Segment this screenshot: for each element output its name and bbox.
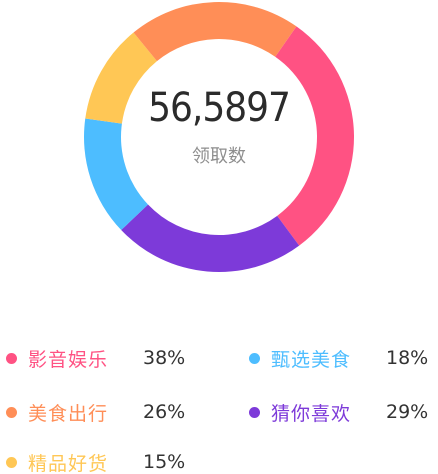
total-label: 领取数 [192,146,246,167]
legend-value-haohuo: 15% [143,451,186,473]
legend-item-yingyin: 影音娱乐 38% [6,343,185,373]
legend-label-yingyin: 影音娱乐 [28,348,109,371]
donut-slice-haohuo [85,32,157,124]
legend-item-zhenxuan: 甄选美食 18% [249,343,428,373]
donut-slice-zhenxuan [84,118,148,231]
total-value: 56,5897 [148,85,291,131]
legend-value-chuxing: 26% [143,401,186,423]
legend-dot-zhenxuan [249,352,260,364]
legend-dot-haohuo [6,456,17,468]
donut-slice-yingyin [275,26,355,246]
legend-dot-yingyin [6,352,17,364]
legend-label-haohuo: 精品好货 [28,452,109,474]
donut-slice-chuxing [133,1,297,62]
donut-slice-xihuan [121,204,300,273]
donut-chart [84,1,355,273]
legend-value-zhenxuan: 18% [386,347,429,369]
legend-value-yingyin: 38% [143,347,186,369]
legend-dot-chuxing [6,406,17,418]
legend-item-chuxing: 美食出行 26% [6,397,185,427]
legend-dot-xihuan [249,406,260,418]
legend-label-xihuan: 猜你喜欢 [271,402,352,425]
legend-value-xihuan: 29% [386,401,429,423]
legend-label-chuxing: 美食出行 [28,402,109,425]
legend-item-xihuan: 猜你喜欢 29% [249,397,428,427]
legend-item-haohuo: 精品好货 15% [6,447,185,474]
legend-label-zhenxuan: 甄选美食 [271,348,352,371]
